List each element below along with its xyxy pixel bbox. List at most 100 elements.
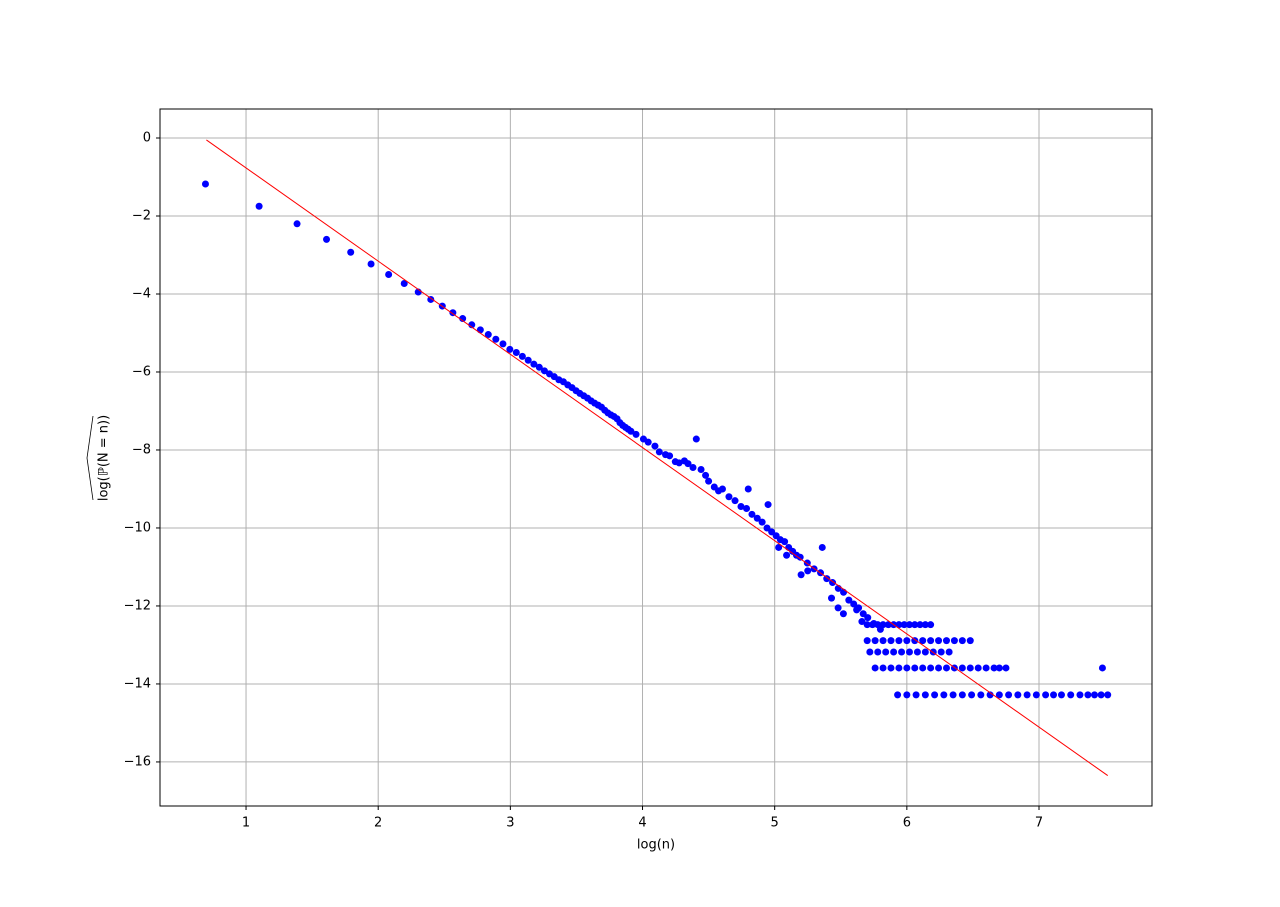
- point: [644, 438, 652, 446]
- point: [966, 664, 974, 672]
- point: [255, 202, 263, 210]
- point: [935, 664, 943, 672]
- plot-frame: [159, 108, 1153, 807]
- point: [1014, 691, 1022, 699]
- point: [201, 180, 209, 188]
- point: [898, 648, 906, 656]
- point: [911, 637, 919, 645]
- point: [995, 691, 1003, 699]
- point: [874, 621, 882, 629]
- point: [797, 571, 805, 579]
- point: [367, 260, 375, 268]
- x-tick-label: 4: [638, 816, 646, 831]
- point: [895, 664, 903, 672]
- point: [796, 553, 804, 561]
- point: [758, 518, 766, 526]
- point: [834, 604, 842, 612]
- point: [743, 504, 751, 512]
- point: [921, 691, 929, 699]
- point: [530, 360, 538, 368]
- point: [858, 618, 866, 626]
- point: [950, 637, 958, 645]
- point: [540, 367, 548, 375]
- point: [937, 648, 945, 656]
- point: [919, 664, 927, 672]
- x-tick-label: 1: [242, 816, 250, 831]
- point: [958, 637, 966, 645]
- point: [879, 637, 887, 645]
- point: [524, 356, 532, 364]
- point: [990, 664, 998, 672]
- point: [484, 331, 492, 339]
- point: [506, 345, 514, 353]
- point: [666, 452, 674, 460]
- point: [866, 648, 874, 656]
- point: [651, 442, 659, 450]
- point: [982, 664, 990, 672]
- point: [895, 637, 903, 645]
- point: [828, 594, 836, 602]
- point: [864, 614, 872, 622]
- point: [1076, 691, 1084, 699]
- point: [900, 621, 908, 629]
- point: [764, 501, 772, 509]
- point: [323, 235, 331, 243]
- point: [921, 621, 929, 629]
- point: [1042, 691, 1050, 699]
- point: [1091, 691, 1099, 699]
- y-axis-label: log(ℙ(N = n)): [97, 415, 112, 501]
- point: [697, 465, 705, 473]
- point: [995, 664, 1003, 672]
- point: [632, 430, 640, 438]
- point: [1005, 691, 1013, 699]
- point: [347, 248, 355, 256]
- point: [1002, 664, 1010, 672]
- x-tick-label: 7: [1035, 816, 1043, 831]
- point: [911, 621, 919, 629]
- point: [977, 691, 985, 699]
- point: [839, 610, 847, 618]
- point: [874, 648, 882, 656]
- grid: [160, 109, 1152, 806]
- point: [293, 220, 301, 228]
- point: [689, 464, 697, 472]
- point: [974, 664, 982, 672]
- point: [753, 514, 761, 522]
- point: [903, 691, 911, 699]
- point: [911, 664, 919, 672]
- point: [927, 621, 935, 629]
- fit-line: [206, 139, 1109, 776]
- point: [863, 621, 871, 629]
- y-tick-label: −4: [132, 286, 151, 301]
- point: [675, 459, 683, 467]
- x-tick-label: 3: [506, 816, 514, 831]
- point: [775, 543, 783, 551]
- point: [781, 538, 789, 546]
- point: [1097, 691, 1105, 699]
- point: [1098, 664, 1106, 672]
- point: [823, 575, 831, 583]
- y-tick-label: 0: [143, 131, 151, 146]
- point: [818, 543, 826, 551]
- point: [895, 621, 903, 629]
- point: [931, 691, 939, 699]
- point: [871, 664, 879, 672]
- point: [748, 510, 756, 518]
- x-tick-label: 5: [771, 816, 779, 831]
- point: [949, 691, 957, 699]
- point: [966, 637, 974, 645]
- point: [385, 270, 393, 278]
- marks: [201, 139, 1112, 776]
- point: [921, 648, 929, 656]
- point: [427, 295, 435, 303]
- y-tick-label: −10: [124, 520, 151, 535]
- y-tick-label: −16: [124, 754, 151, 769]
- point: [903, 637, 911, 645]
- point: [1023, 691, 1031, 699]
- point: [1032, 691, 1040, 699]
- ticks: 1 2 3 4 5 6 7 0 −2 −4 −6 −8 −10 −12 −14 −16: [124, 131, 1044, 831]
- y-label-hat: [86, 415, 94, 501]
- point: [887, 664, 895, 672]
- point: [804, 567, 812, 575]
